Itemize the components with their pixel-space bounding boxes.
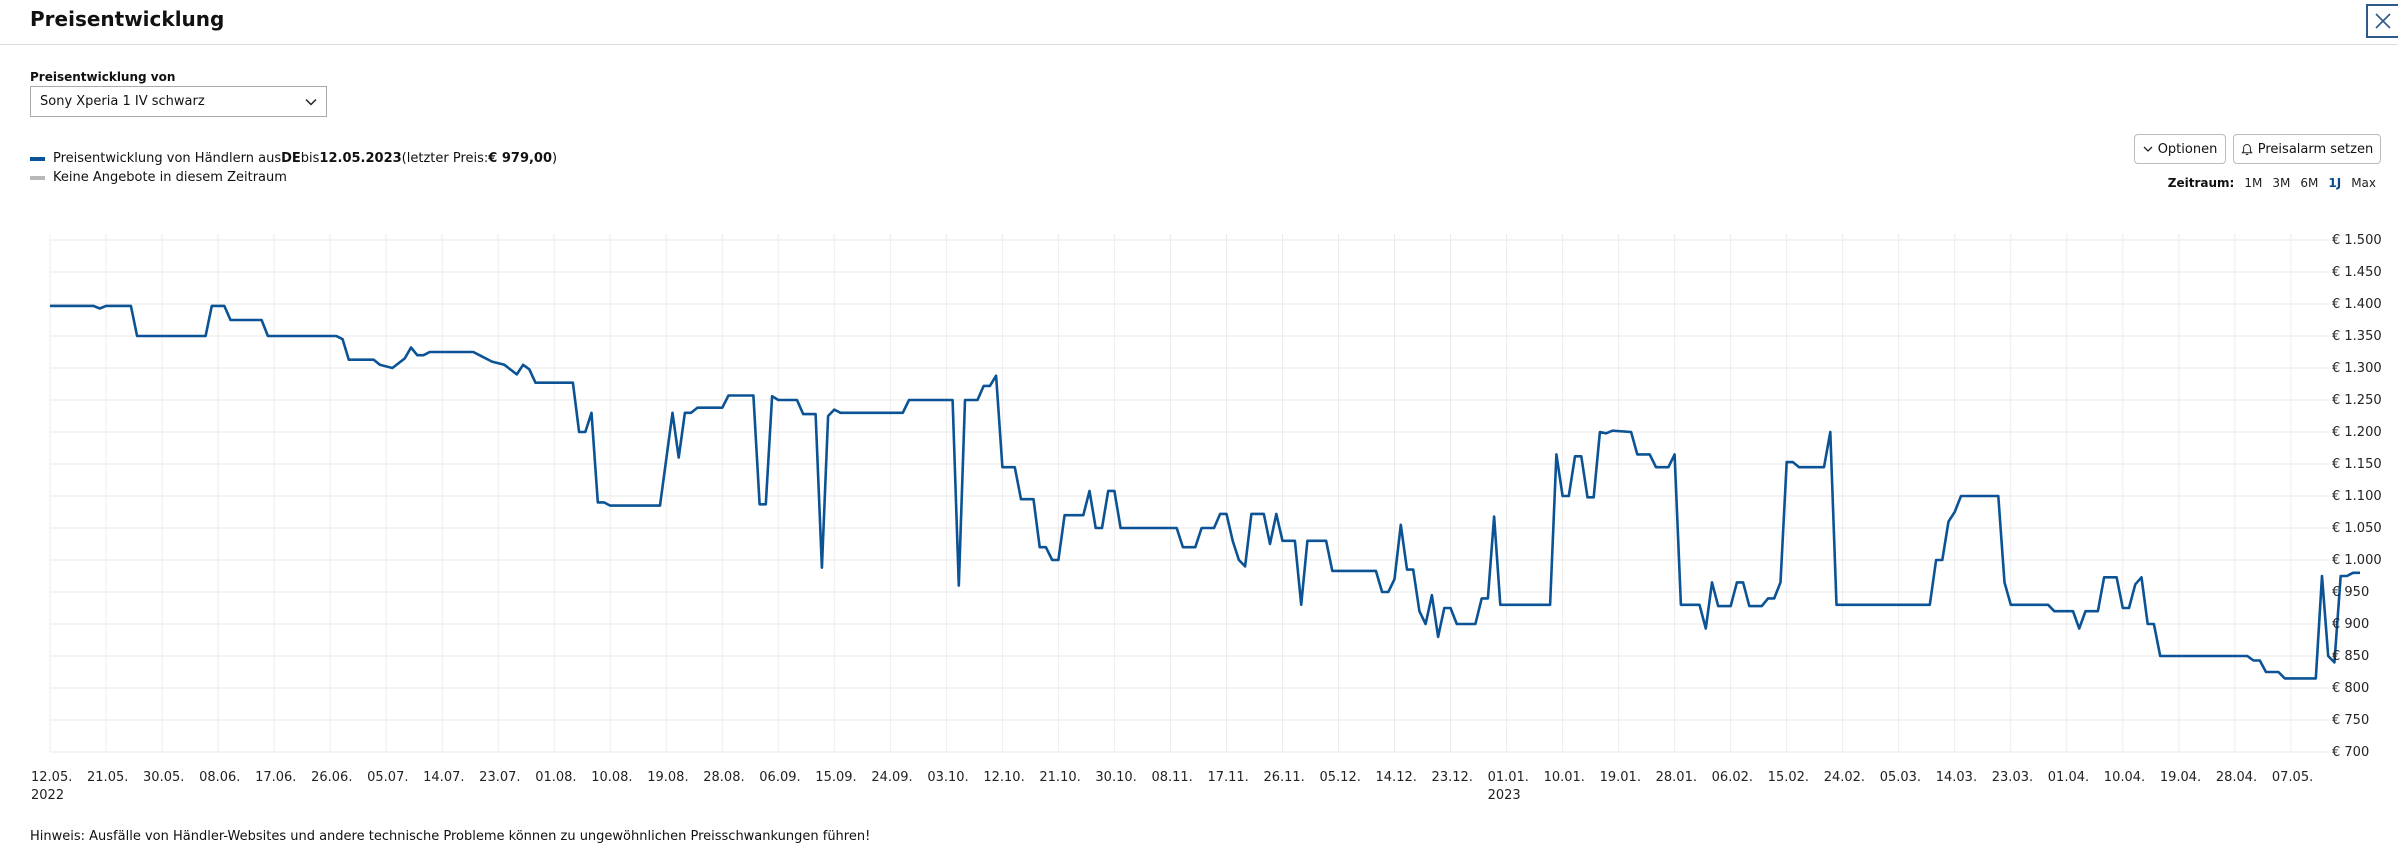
time-range-selector: Zeitraum: 1M 3M 6M 1J Max xyxy=(2168,176,2376,190)
legend-country: DE xyxy=(281,151,301,166)
y-tick-label: € 850 xyxy=(2332,649,2369,664)
legend-text: Keine Angebote in diesem Zeitraum xyxy=(53,170,287,185)
x-tick-label: 10.08. xyxy=(591,770,632,785)
x-tick-label: 30.05. xyxy=(143,770,184,785)
chevron-down-icon xyxy=(305,98,317,106)
x-tick-label: 06.02. xyxy=(1712,770,1753,785)
x-tick-label: 26.06. xyxy=(311,770,352,785)
time-range-label: Zeitraum: xyxy=(2167,176,2235,190)
range-option-6m[interactable]: 6M xyxy=(2300,176,2319,190)
legend-swatch-blue xyxy=(30,156,45,161)
product-select-value: Sony Xperia 1 IV schwarz xyxy=(40,94,205,109)
y-tick-label: € 800 xyxy=(2332,681,2369,696)
x-tick-label: 08.06. xyxy=(199,770,240,785)
price-alarm-button[interactable]: Preisalarm setzen xyxy=(2233,134,2381,164)
y-tick-label: € 1.000 xyxy=(2332,553,2382,568)
x-tick-label: 28.01. xyxy=(1656,770,1697,785)
x-tick-label: 23.12. xyxy=(1432,770,1473,785)
range-option-max[interactable]: Max xyxy=(2351,176,2376,190)
x-tick-label: 17.11. xyxy=(1207,770,1248,785)
y-tick-label: € 1.350 xyxy=(2332,329,2382,344)
legend-text: Preisentwicklung von Händlern aus xyxy=(53,151,282,166)
y-tick-label: € 750 xyxy=(2332,713,2369,728)
x-tick-label: 19.08. xyxy=(647,770,688,785)
range-option-1j[interactable]: 1J xyxy=(2328,176,2342,190)
price-alarm-label: Preisalarm setzen xyxy=(2257,141,2374,157)
x-tick-label: 14.12. xyxy=(1376,770,1417,785)
x-tick-label: 01.08. xyxy=(535,770,576,785)
legend-last-price: € 979,00 xyxy=(488,151,553,166)
x-tick-label: 19.01. xyxy=(1600,770,1641,785)
price-chart: € 1.500 € 1.450 € 1.400 € 1.350 € 1.300 € 1.2… xyxy=(31,233,2382,803)
legend-date: 12.05.2023 xyxy=(319,151,402,166)
close-icon xyxy=(2375,13,2391,29)
hint-text: Hinweis: Ausfälle von Händler-Websites u… xyxy=(30,829,871,844)
chevron-down-icon xyxy=(2143,146,2153,152)
x-tick-label: 14.07. xyxy=(423,770,464,785)
x-tick-label: 30.10. xyxy=(1095,770,1136,785)
x-tick-label: 28.08. xyxy=(703,770,744,785)
x-tick-label: 21.10. xyxy=(1039,770,1080,785)
y-tick-label: € 1.450 xyxy=(2332,265,2382,280)
x-tick-label: 10.04. xyxy=(2104,770,2145,785)
options-button[interactable]: Optionen xyxy=(2134,134,2226,164)
x-tick-year-label: 2022 xyxy=(31,788,64,803)
x-tick-year-label: 2023 xyxy=(1488,788,1521,803)
x-tick-label: 01.04. xyxy=(2048,770,2089,785)
legend-text: bis xyxy=(300,151,320,166)
x-tick-label: 06.09. xyxy=(759,770,800,785)
product-select[interactable]: Sony Xperia 1 IV schwarz xyxy=(30,86,327,117)
y-tick-label: € 1.500 xyxy=(2332,233,2382,248)
legend-text: ) xyxy=(552,151,558,166)
x-tick-label: 19.04. xyxy=(2160,770,2201,785)
legend-entry-no-offers: Keine Angebote in diesem Zeitraum xyxy=(30,170,287,185)
range-option-3m[interactable]: 3M xyxy=(2272,176,2291,190)
y-tick-label: € 900 xyxy=(2332,617,2369,632)
x-tick-label: 05.03. xyxy=(1880,770,1921,785)
y-tick-label: € 950 xyxy=(2332,585,2369,600)
x-tick-label: 05.12. xyxy=(1320,770,1361,785)
x-tick-label: 21.05. xyxy=(87,770,128,785)
x-tick-label: 01.01. xyxy=(1488,770,1529,785)
close-button[interactable] xyxy=(2366,4,2398,38)
y-tick-label: € 700 xyxy=(2332,745,2369,760)
legend-text: (letzter Preis: xyxy=(401,151,489,166)
y-tick-label: € 1.100 xyxy=(2332,489,2382,504)
x-tick-label: 24.09. xyxy=(871,770,912,785)
x-tick-label: 23.03. xyxy=(1992,770,2033,785)
x-tick-label: 24.02. xyxy=(1824,770,1865,785)
x-tick-label: 12.05. xyxy=(31,770,72,785)
x-tick-label: 12.10. xyxy=(983,770,1024,785)
x-tick-label: 17.06. xyxy=(255,770,296,785)
options-label: Optionen xyxy=(2157,141,2218,157)
dialog-header: Preisentwicklung xyxy=(0,0,2398,45)
x-tick-label: 03.10. xyxy=(927,770,968,785)
x-tick-label: 08.11. xyxy=(1151,770,1192,785)
x-tick-label: 07.05. xyxy=(2272,770,2313,785)
y-tick-label: € 1.300 xyxy=(2332,361,2382,376)
x-tick-label: 05.07. xyxy=(367,770,408,785)
x-tick-label: 10.01. xyxy=(1544,770,1585,785)
legend-entry-prices: Preisentwicklung von Händlern aus DE bis… xyxy=(30,151,557,166)
x-tick-label: 28.04. xyxy=(2216,770,2257,785)
y-tick-label: € 1.200 xyxy=(2332,425,2382,440)
bell-icon xyxy=(2241,143,2253,155)
selector-label: Preisentwicklung von xyxy=(30,70,176,84)
y-tick-label: € 1.250 xyxy=(2332,393,2382,408)
x-tick-label: 23.07. xyxy=(479,770,520,785)
dialog-title: Preisentwicklung xyxy=(30,7,225,31)
legend-swatch-gray xyxy=(30,175,45,180)
y-tick-label: € 1.400 xyxy=(2332,297,2382,312)
x-tick-label: 14.03. xyxy=(1936,770,1977,785)
y-tick-label: € 1.150 xyxy=(2332,457,2382,472)
x-tick-label: 26.11. xyxy=(1263,770,1304,785)
x-tick-label: 15.02. xyxy=(1768,770,1809,785)
x-tick-label: 15.09. xyxy=(815,770,856,785)
range-option-1m[interactable]: 1M xyxy=(2244,176,2263,190)
price-series-line xyxy=(50,304,2360,680)
y-tick-label: € 1.050 xyxy=(2332,521,2382,536)
